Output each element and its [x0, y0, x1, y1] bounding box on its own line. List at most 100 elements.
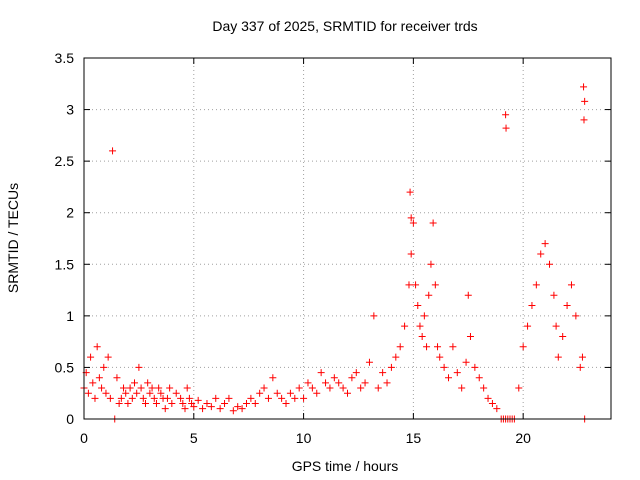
- data-point: [242, 400, 250, 408]
- data-point: [91, 394, 99, 402]
- data-point: [113, 374, 121, 382]
- data-point: [532, 281, 540, 289]
- data-point: [344, 389, 351, 397]
- data-point: [295, 384, 303, 392]
- data-point: [93, 343, 101, 351]
- data-point: [515, 384, 523, 392]
- data-point: [357, 384, 365, 392]
- data-point: [87, 353, 95, 361]
- data-point: [102, 389, 110, 397]
- data-point: [152, 400, 160, 408]
- data-point: [406, 188, 414, 196]
- data-point: [190, 403, 198, 411]
- data-point: [115, 400, 123, 408]
- data-point: [203, 400, 211, 408]
- data-point: [185, 394, 193, 402]
- data-point: [207, 403, 215, 411]
- data-point: [247, 394, 255, 402]
- data-point: [475, 374, 483, 382]
- data-point: [352, 369, 360, 377]
- data-point: [409, 219, 417, 227]
- data-point: [578, 353, 586, 361]
- data-point: [502, 124, 510, 132]
- data-point: [286, 389, 294, 397]
- data-point: [168, 400, 176, 408]
- data-point: [431, 281, 439, 289]
- data-point: [449, 343, 457, 351]
- y-tick-label: 3.5: [55, 50, 75, 66]
- data-point: [238, 405, 246, 413]
- data-point: [464, 291, 472, 299]
- data-point: [546, 260, 554, 268]
- data-point: [462, 358, 470, 366]
- data-point: [418, 332, 426, 340]
- data-point: [383, 379, 391, 387]
- data-point: [300, 394, 308, 402]
- data-point: [89, 379, 97, 387]
- data-point: [541, 240, 549, 248]
- data-point: [225, 394, 233, 402]
- data-point: [199, 405, 207, 413]
- data-point: [106, 394, 114, 402]
- data-point: [133, 389, 141, 397]
- data-point: [126, 384, 134, 392]
- x-tick-label: 20: [515, 430, 531, 446]
- y-tick-label: 0: [66, 411, 74, 427]
- y-axis-label: SRMTID / TECUs: [5, 183, 21, 293]
- data-point: [146, 389, 154, 397]
- data-point: [322, 379, 330, 387]
- data-point: [251, 400, 259, 408]
- data-point: [471, 363, 479, 371]
- data-point: [166, 384, 174, 392]
- data-point: [423, 343, 431, 351]
- data-point: [221, 400, 229, 408]
- data-point: [273, 389, 281, 397]
- data-point: [144, 379, 152, 387]
- data-point: [453, 369, 461, 377]
- data-point: [161, 405, 169, 413]
- data-point: [137, 384, 145, 392]
- data-point: [580, 83, 588, 91]
- axis-ticks: 0 0.5 1 1.5 2 2.5 3 3.5 0 5 10 15 20: [55, 50, 611, 446]
- data-point: [282, 400, 290, 408]
- data-point: [537, 250, 545, 258]
- data-point: [427, 260, 435, 268]
- data-point: [179, 400, 187, 408]
- x-tick-label: 10: [296, 430, 312, 446]
- data-point: [581, 97, 589, 105]
- data-point: [256, 389, 264, 397]
- data-point: [559, 332, 567, 340]
- data-point: [396, 343, 404, 351]
- data-point: [365, 358, 373, 366]
- data-point: [554, 353, 562, 361]
- data-point: [335, 379, 343, 387]
- data-point: [98, 384, 106, 392]
- data-point: [269, 374, 277, 382]
- data-point: [572, 312, 580, 320]
- data-point: [172, 389, 180, 397]
- data-point: [524, 322, 532, 330]
- x-tick-label: 0: [80, 430, 88, 446]
- data-point: [401, 322, 409, 330]
- x-tick-label: 15: [406, 430, 422, 446]
- data-point: [194, 396, 202, 404]
- data-points: [80, 83, 589, 423]
- data-point: [109, 147, 117, 155]
- data-point: [95, 374, 103, 382]
- y-tick-label: 2.5: [55, 153, 75, 169]
- data-point: [177, 394, 185, 402]
- data-point: [434, 343, 442, 351]
- data-point: [122, 389, 130, 397]
- data-point: [157, 389, 165, 397]
- data-point: [229, 407, 237, 415]
- data-point: [104, 353, 112, 361]
- data-point: [414, 302, 422, 310]
- data-point: [128, 394, 136, 402]
- data-point: [550, 291, 558, 299]
- data-point: [466, 332, 474, 340]
- data-point: [212, 394, 220, 402]
- data-point: [183, 384, 191, 392]
- data-point: [379, 369, 387, 377]
- data-point: [552, 322, 560, 330]
